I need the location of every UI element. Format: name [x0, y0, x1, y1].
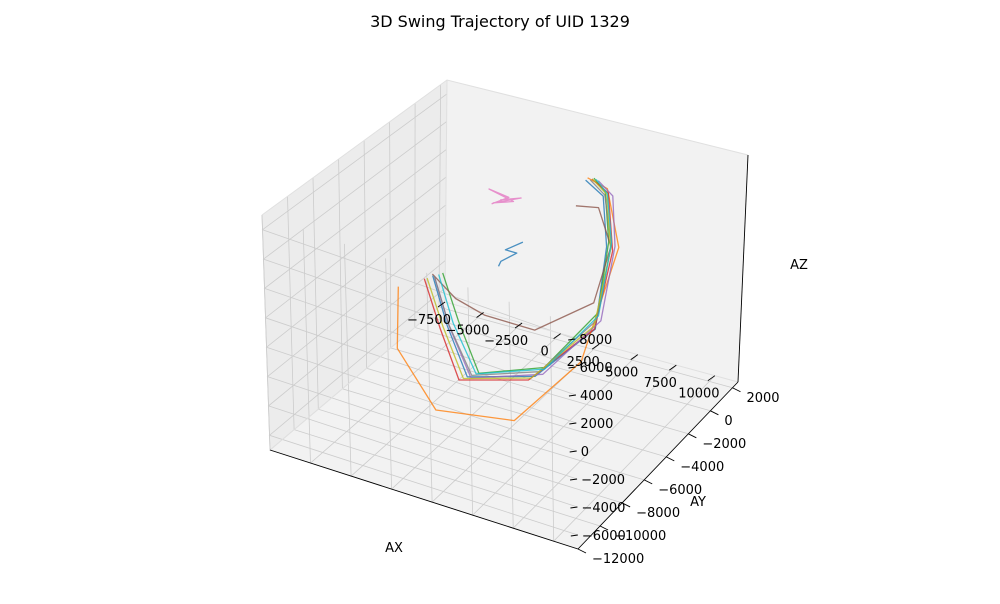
z-tick-mark — [568, 366, 576, 369]
x-tick-mark — [514, 322, 523, 329]
y-tick-label: −2000 — [702, 437, 746, 452]
y-axis-label: AY — [690, 495, 706, 510]
y-tick-label: −12000 — [592, 552, 644, 567]
series-line — [497, 241, 524, 267]
x-tick-label: 2500 — [567, 355, 600, 370]
x-tick-mark — [707, 375, 716, 382]
x-axis-line — [269, 449, 579, 550]
z-gridline — [265, 204, 577, 452]
z-tick-mark — [570, 534, 578, 537]
y-tick-label: −8000 — [636, 506, 680, 521]
z-gridline — [263, 149, 577, 396]
z-gridline — [264, 176, 577, 424]
x-tick-mark — [669, 364, 677, 371]
z-tick-mark — [569, 478, 578, 481]
x-tick-label: −7500 — [407, 313, 451, 328]
y-tick-mark — [644, 479, 653, 485]
x-axis-label: AX — [385, 541, 403, 556]
z-axis-line — [737, 154, 749, 383]
z-tick-label: 8000 — [579, 333, 612, 348]
series-line — [431, 205, 612, 331]
z-tick-mark — [569, 450, 577, 453]
z-gridline — [262, 121, 576, 368]
y-tick-label: 2000 — [746, 391, 779, 406]
x-tick-mark — [476, 312, 484, 318]
x-tick-mark — [553, 333, 561, 339]
z-tick-label: 6000 — [580, 361, 613, 376]
y-tick-mark — [621, 502, 631, 508]
z-tick-mark — [569, 422, 577, 425]
x-tick-label: −5000 — [446, 324, 490, 339]
y-tick-mark — [710, 410, 719, 416]
series-line — [488, 188, 522, 205]
series-line — [432, 179, 608, 378]
series-line — [423, 178, 614, 381]
z-tick-mark — [568, 394, 577, 397]
x-tick-mark — [591, 343, 600, 350]
z-tick-mark — [568, 338, 576, 341]
y-tick-mark — [732, 387, 741, 393]
x-tick-mark — [630, 354, 639, 360]
chart-title: 3D Swing Trajectory of UID 1329 — [370, 12, 630, 31]
z-gridline — [268, 287, 578, 536]
z-axis-label: AZ — [790, 258, 808, 273]
y-tick-mark — [688, 433, 697, 439]
series-line — [438, 178, 613, 375]
x-tick-label: 5000 — [605, 366, 638, 381]
x-tick-label: 0 — [541, 345, 549, 360]
y-tick-mark — [666, 456, 675, 462]
y-tick-mark — [577, 548, 587, 554]
z-tick-label: 0 — [581, 445, 589, 460]
z-tick-label: 2000 — [580, 417, 613, 432]
z-tick-label: 4000 — [580, 389, 613, 404]
y-axis-line — [577, 381, 739, 550]
y-tick-mark — [599, 525, 609, 531]
y-tick-label: 0 — [724, 414, 732, 429]
z-tick-label: −2000 — [581, 473, 625, 488]
z-tick-label: −6000 — [582, 529, 626, 544]
pane-edge — [444, 79, 448, 303]
y-tick-label: −4000 — [680, 460, 724, 475]
x-tick-label: 7500 — [644, 376, 677, 391]
y-tick-label: −6000 — [658, 483, 702, 498]
z-gridline — [266, 232, 578, 480]
x-tick-label: −2500 — [484, 334, 528, 349]
z-tick-mark — [570, 506, 578, 509]
x-tick-label: 10000 — [678, 387, 719, 402]
z-gridline — [261, 93, 576, 340]
x-tick-mark — [437, 301, 446, 308]
y-tick-label: −10000 — [614, 529, 666, 544]
back-pane — [445, 80, 748, 382]
z-tick-label: −4000 — [581, 501, 625, 516]
z-gridline — [267, 260, 578, 508]
left-pane — [262, 80, 447, 450]
